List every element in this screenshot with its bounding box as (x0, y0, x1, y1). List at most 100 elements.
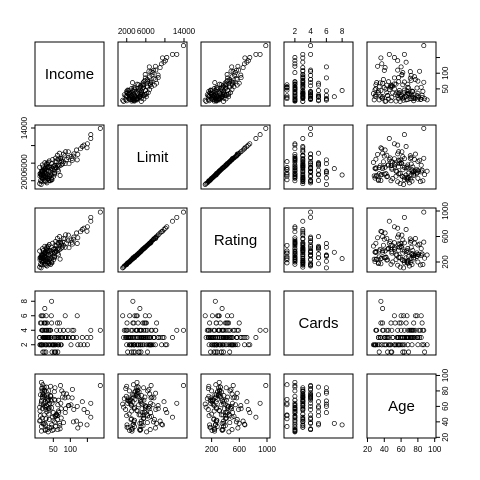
data-point (309, 84, 313, 88)
data-point (54, 424, 58, 428)
data-point (245, 400, 249, 404)
data-point (254, 335, 258, 339)
data-point (85, 411, 89, 415)
data-point (309, 44, 313, 48)
data-point (324, 89, 328, 93)
tick-label: 14000 (173, 27, 196, 36)
data-point (396, 59, 400, 63)
tick-label: 8 (340, 27, 345, 36)
data-point (170, 52, 174, 56)
data-point (379, 299, 383, 303)
data-point (75, 314, 79, 318)
data-point (410, 343, 414, 347)
data-point (258, 401, 262, 405)
data-point (419, 247, 423, 251)
data-point (233, 73, 237, 77)
data-point (175, 215, 179, 219)
data-point (374, 241, 378, 245)
data-point (402, 52, 406, 56)
data-point (60, 395, 64, 399)
data-point (154, 407, 158, 411)
data-point (74, 231, 78, 235)
data-point (231, 383, 235, 387)
data-point (235, 417, 239, 421)
variable-label: Rating (214, 232, 257, 249)
data-point (293, 55, 297, 59)
data-point (293, 62, 297, 66)
data-point (155, 321, 159, 325)
data-point (181, 383, 185, 387)
data-point (89, 328, 93, 332)
data-point (385, 83, 389, 87)
data-point (85, 423, 89, 427)
data-point (64, 407, 68, 411)
data-point (425, 98, 429, 102)
data-point (69, 343, 73, 347)
data-point (316, 393, 320, 397)
data-point (377, 350, 381, 354)
data-point (381, 160, 385, 164)
data-point (285, 383, 289, 387)
data-point (258, 52, 262, 56)
data-point (397, 76, 401, 80)
data-point (61, 421, 65, 425)
data-point (258, 133, 262, 137)
data-point (154, 391, 158, 395)
data-point (58, 383, 62, 387)
data-point (50, 299, 54, 303)
data-point (285, 160, 289, 164)
data-point (239, 76, 243, 80)
data-point (264, 44, 268, 48)
data-point (49, 314, 53, 318)
tick-label: 200 (205, 445, 219, 454)
data-point (170, 335, 174, 339)
data-point (145, 350, 149, 354)
data-point (387, 136, 391, 140)
data-point (181, 328, 185, 332)
tick-label: 60 (397, 445, 406, 454)
data-point (407, 350, 411, 354)
data-point (70, 387, 74, 391)
data-point (170, 219, 174, 223)
tick-label: 1000 (258, 445, 276, 454)
tick-label: 6 (20, 313, 29, 318)
data-point (125, 321, 129, 325)
data-point (75, 241, 79, 245)
data-point (170, 415, 174, 419)
data-point (98, 328, 102, 332)
data-point (66, 328, 70, 332)
data-point (324, 266, 328, 270)
data-point (316, 151, 320, 155)
data-point (147, 314, 151, 318)
tick-label: 8 (20, 298, 29, 303)
data-point (208, 321, 212, 325)
data-point (228, 350, 232, 354)
data-point (404, 321, 408, 325)
data-point (404, 60, 408, 64)
data-point (175, 328, 179, 332)
data-point (412, 321, 416, 325)
tick-label: 600 (233, 445, 247, 454)
data-point (76, 152, 80, 156)
data-point (239, 407, 243, 411)
data-point (76, 426, 80, 430)
data-point (254, 136, 258, 140)
data-point (254, 52, 258, 56)
tick-label: 50 (49, 445, 58, 454)
data-point (227, 430, 231, 434)
data-point (332, 95, 336, 99)
data-point (340, 257, 344, 261)
tick-label: 6000 (137, 27, 155, 36)
tick-label: 14000 (20, 116, 29, 139)
data-point (324, 182, 328, 186)
data-point (59, 407, 63, 411)
data-point (285, 243, 289, 247)
data-point (332, 421, 336, 425)
data-point (422, 156, 426, 160)
tick-label: 1000 (441, 202, 450, 220)
data-point (387, 219, 391, 223)
data-point (332, 167, 336, 171)
data-point (228, 421, 232, 425)
data-point (131, 299, 135, 303)
